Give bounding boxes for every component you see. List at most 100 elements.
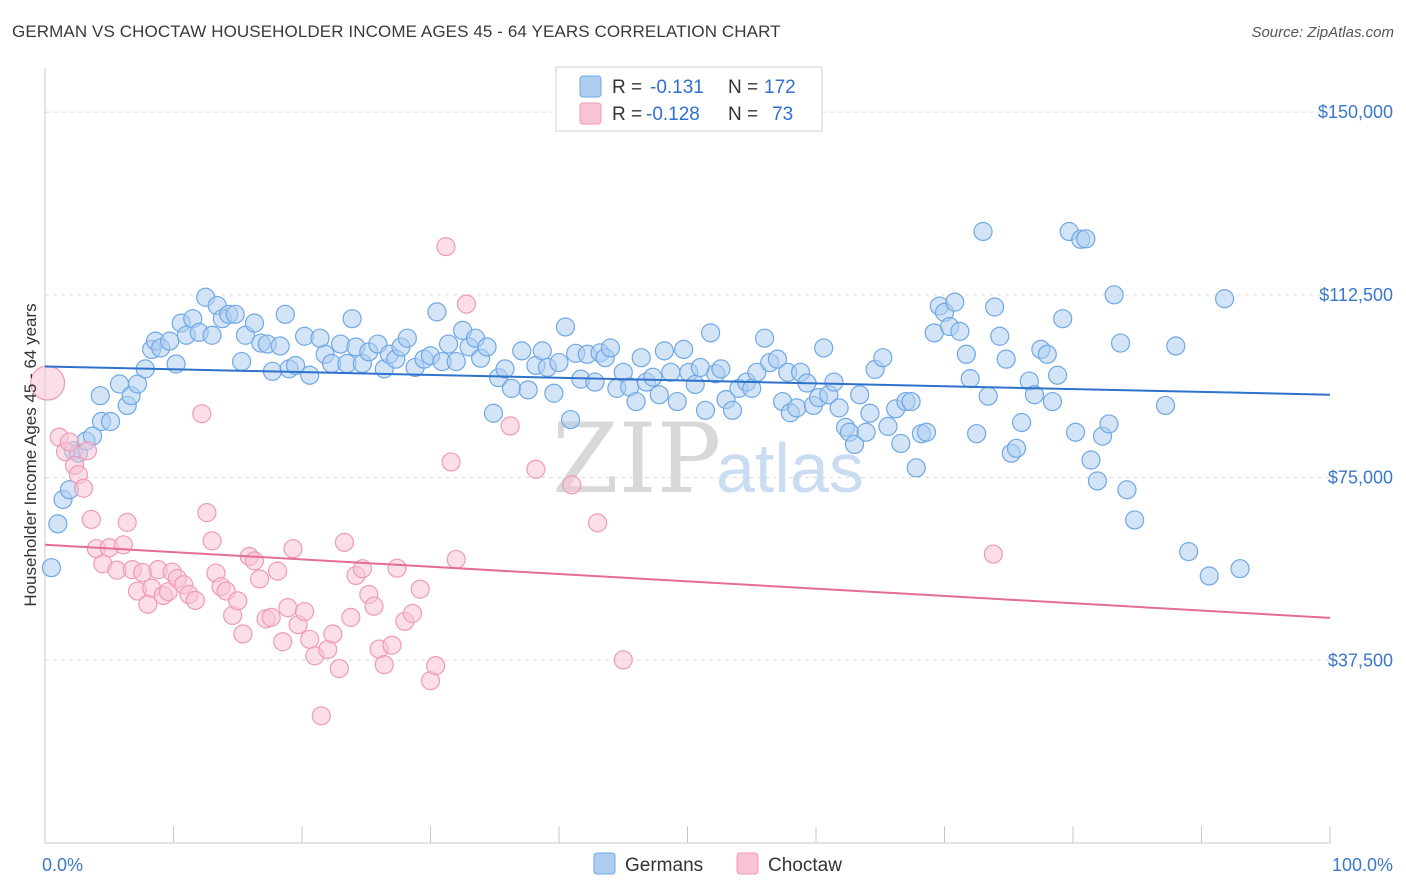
- watermark: ZIP atlas: [552, 403, 864, 515]
- germans-point: [560, 409, 581, 430]
- choctaw-point: [185, 590, 205, 610]
- germans-point: [711, 359, 731, 379]
- choctaw-point: [249, 569, 270, 589]
- choctaw-point: [364, 596, 384, 616]
- germans-point: [901, 391, 921, 412]
- choctaw-point: [311, 706, 331, 726]
- germans-point: [967, 424, 987, 444]
- germans-point: [549, 352, 569, 373]
- choctaw-point: [261, 607, 281, 627]
- germans-point: [685, 374, 705, 395]
- germans-point: [1042, 391, 1063, 412]
- bottom-legend: Germans Choctaw: [593, 852, 842, 876]
- y-tick-label: $112,500: [1319, 285, 1393, 305]
- choctaw-point: [228, 591, 248, 611]
- y-tick-label: $150,000: [1318, 102, 1393, 122]
- choctaw-points: [29, 236, 1003, 726]
- germans-point: [667, 391, 687, 412]
- germans-point: [501, 378, 522, 398]
- choctaw-point: [562, 475, 582, 495]
- germans-point: [300, 365, 320, 385]
- germans-point: [585, 372, 605, 392]
- germans-point: [1099, 414, 1119, 434]
- choctaw-point: [323, 624, 343, 644]
- germans-point: [643, 367, 663, 387]
- germans-point: [342, 309, 362, 329]
- germans-point: [1110, 333, 1131, 353]
- germans-point: [956, 344, 976, 364]
- y-tick-label: $75,000: [1328, 468, 1393, 488]
- choctaw-point: [587, 513, 608, 533]
- germans-point: [960, 369, 980, 389]
- choctaw-point: [244, 551, 265, 571]
- choctaw-point: [202, 531, 222, 551]
- choctaw-point: [410, 579, 430, 599]
- chart-title: GERMAN VS CHOCTAW HOUSEHOLDER INCOME AGE…: [12, 22, 781, 41]
- germans-point: [1065, 422, 1086, 442]
- germans-points: [41, 221, 1250, 586]
- choctaw-point: [526, 459, 546, 479]
- germans-point: [722, 400, 743, 420]
- legend-r-choctaw: -0.128: [646, 104, 700, 125]
- germans-point: [1179, 542, 1199, 562]
- choctaw-trend-line: [44, 543, 1331, 619]
- germans-point: [41, 558, 62, 578]
- germans-point: [1047, 365, 1068, 385]
- germans-point: [754, 328, 775, 348]
- germans-point: [985, 297, 1005, 317]
- choctaw-point: [613, 650, 633, 670]
- germans-point: [90, 386, 110, 406]
- germans-point: [1037, 344, 1057, 364]
- germans-point: [850, 385, 870, 405]
- choctaw-point: [77, 441, 98, 461]
- germans-point: [1024, 385, 1045, 405]
- germans-point: [397, 328, 417, 348]
- germans-point: [661, 362, 681, 382]
- germans-point: [477, 337, 497, 357]
- germans-point: [891, 433, 911, 454]
- choctaw-point: [341, 607, 361, 627]
- germans-point: [1125, 510, 1145, 530]
- germans-point: [1087, 471, 1108, 491]
- germans-point: [202, 325, 222, 345]
- x-tick-label-max: 100.0%: [1332, 855, 1393, 875]
- germans-point: [48, 514, 68, 534]
- watermark-zip: ZIP: [552, 403, 721, 515]
- chart-source: Source: ZipAtlas.com: [1251, 24, 1394, 41]
- germans-point: [1155, 395, 1176, 416]
- germans-point: [916, 422, 937, 442]
- germans-point: [310, 328, 330, 348]
- germans-point: [860, 403, 880, 423]
- choctaw-point: [441, 452, 461, 472]
- bottom-legend-swatch-choctaw: [736, 852, 759, 875]
- germans-point: [544, 383, 564, 403]
- y-tick-labels: $37,500 $75,000 $112,500 $150,000: [1318, 102, 1393, 670]
- germans-point: [873, 348, 893, 368]
- choctaw-point: [456, 294, 477, 314]
- germans-point: [973, 221, 993, 242]
- choctaw-point: [73, 478, 94, 498]
- germans-point: [767, 349, 788, 369]
- choctaw-point: [197, 503, 217, 523]
- legend-n-choctaw: 73: [772, 104, 793, 125]
- bottom-legend-swatch-germans: [593, 852, 616, 875]
- choctaw-point: [300, 629, 320, 649]
- choctaw-point: [117, 512, 137, 532]
- germans-point: [996, 349, 1016, 369]
- choctaw-point: [426, 656, 446, 676]
- x-tick-label-min: 0.0%: [42, 855, 83, 875]
- germans-point: [701, 323, 721, 343]
- germans-point: [532, 341, 552, 361]
- germans-point: [829, 398, 849, 418]
- bottom-legend-choctaw: Choctaw: [768, 855, 842, 876]
- legend-n-label: N =: [728, 77, 758, 98]
- legend-swatch-germans: [579, 75, 602, 98]
- germans-point: [285, 355, 306, 376]
- germans-point: [978, 386, 998, 406]
- germans-point: [483, 403, 504, 423]
- germans-point: [1053, 309, 1073, 329]
- germans-point: [127, 374, 148, 394]
- germans-point: [674, 339, 694, 360]
- germans-point: [1081, 450, 1101, 470]
